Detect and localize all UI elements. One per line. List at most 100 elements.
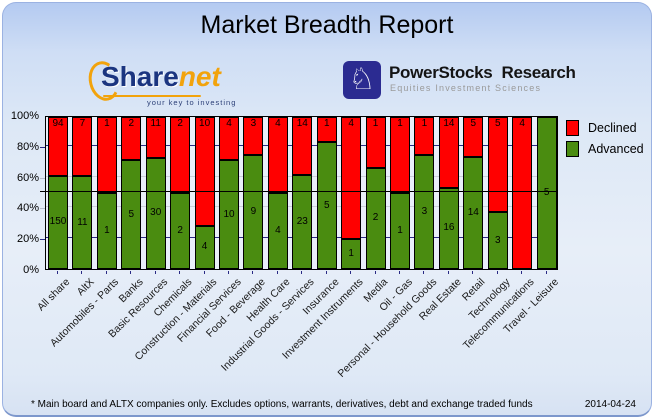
x-label-all-share: All share (35, 276, 73, 314)
advanced-segment: 5 (121, 160, 142, 269)
bar-all-share: 94 150 (48, 117, 68, 269)
advanced-segment: 9 (243, 155, 264, 269)
declined-segment: 3 (243, 117, 264, 155)
advanced-count: 150 (49, 216, 67, 228)
x-tick (57, 271, 58, 274)
legend-declined-label: Declined (588, 121, 637, 135)
advanced-segment: 2 (365, 167, 386, 269)
declined-count: 4 (519, 118, 525, 129)
declined-segment: 1 (414, 117, 435, 155)
advanced-count: 16 (443, 222, 455, 234)
advanced-count: 11 (77, 216, 88, 228)
x-tick (179, 271, 181, 274)
chart-legend: Declined Advanced (566, 120, 644, 162)
x-tick (203, 271, 205, 274)
market-breadth-chart: 0% 20% 40% 60% 80% 100% 94 150 7 11 1 1 2 5 11 30 2 2 10 4… (3, 108, 651, 398)
bar-altx: 7 11 (72, 117, 93, 269)
advanced-segment: 3 (414, 155, 435, 269)
advanced-count: 9 (250, 206, 257, 217)
declined-segment: 4 (512, 117, 533, 269)
declined-count: 7 (79, 118, 86, 129)
advanced-swatch-icon (566, 141, 579, 157)
bar-telecommunications: 4 (512, 117, 533, 269)
declined-count: 10 (199, 118, 211, 129)
sharenet-logo-text-share: Share (101, 61, 179, 92)
x-tick (521, 271, 523, 274)
bar-travel-leisure: 5 (536, 117, 557, 269)
advanced-segment: 2 (170, 193, 191, 269)
powerstocks-name-2: Research (501, 63, 576, 82)
advanced-segment: 1 (96, 193, 117, 269)
declined-count: 11 (150, 118, 161, 129)
x-tick (276, 271, 278, 274)
declined-count: 5 (470, 118, 477, 129)
x-tick (350, 271, 352, 274)
bar-real-estate: 14 16 (438, 117, 459, 269)
advanced-count: 3 (421, 206, 428, 217)
plot-area: 94 150 7 11 1 1 2 5 11 30 2 2 10 4 4 10 3 9 4 4 14 23 1 5 4 1 1 2 1 1… (40, 116, 558, 270)
page-title: Market Breadth Report (200, 11, 454, 39)
y-tick-60 (40, 177, 45, 179)
advanced-segment: 11 (72, 176, 93, 269)
x-tick (447, 271, 449, 274)
x-tick (81, 271, 83, 274)
advanced-count: 2 (177, 225, 183, 236)
declined-count: 2 (177, 118, 183, 129)
declined-segment: 4 (341, 117, 362, 239)
legend-item-advanced: Advanced (566, 141, 644, 157)
declined-segment: 7 (72, 117, 93, 177)
y-label-60: 60% (16, 171, 39, 184)
x-tick (399, 271, 401, 274)
declined-segment: 4 (219, 117, 239, 161)
advanced-count: 1 (397, 225, 403, 236)
advanced-count: 23 (296, 215, 308, 227)
declined-count: 1 (397, 118, 403, 129)
x-tick (496, 271, 498, 274)
bar-industrial-goods-services: 14 23 (292, 117, 313, 269)
advanced-count: 4 (201, 241, 208, 253)
declined-swatch-icon (566, 120, 579, 136)
footnote: * Main board and ALTX companies only. Ex… (31, 399, 533, 410)
powerstocks-name-1: PowerStocks (389, 63, 493, 82)
declined-segment: 11 (145, 117, 166, 158)
sharenet-logo: Sharenet your key to investing (84, 57, 259, 107)
declined-count: 2 (128, 118, 135, 129)
declined-count: 4 (226, 118, 232, 129)
y-tick-40 (40, 208, 45, 210)
x-tick (325, 271, 327, 274)
advanced-count: 30 (150, 207, 162, 219)
declined-segment: 5 (487, 117, 508, 212)
declined-segment: 2 (170, 117, 191, 193)
y-tick-80 (40, 146, 45, 148)
declined-segment: 1 (365, 117, 386, 168)
advanced-segment: 5 (536, 117, 557, 269)
declined-segment: 10 (194, 117, 215, 226)
advanced-count: 14 (467, 207, 479, 218)
advanced-segment: 1 (341, 238, 362, 269)
advanced-segment: 14 (463, 157, 484, 269)
legend-item-declined: Declined (566, 120, 644, 136)
advanced-segment: 5 (316, 142, 337, 269)
legend-advanced-label: Advanced (588, 142, 644, 156)
advanced-segment: 1 (390, 193, 411, 269)
sharenet-logo-text-net: net (178, 61, 221, 92)
declined-count: 1 (421, 118, 428, 129)
advanced-count: 1 (348, 247, 354, 259)
declined-count: 14 (296, 118, 308, 129)
powerstocks-subtitle: Equities Investment Sciences (390, 83, 542, 93)
advanced-count: 5 (323, 199, 330, 211)
y-label-80: 80% (16, 140, 39, 153)
fifty-percent-line (40, 191, 557, 192)
declined-segment: 2 (121, 117, 142, 161)
advanced-count: 2 (372, 212, 379, 224)
bar-basic-resources: 11 30 (145, 117, 166, 269)
advanced-count: 5 (128, 208, 135, 220)
declined-segment: 1 (390, 117, 411, 193)
